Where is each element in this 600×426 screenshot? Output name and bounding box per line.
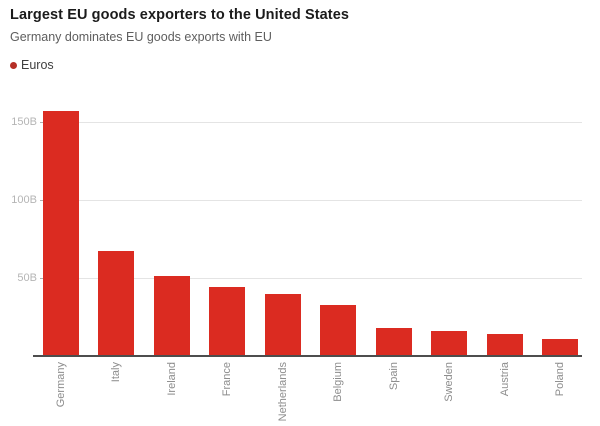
- bar-belgium[interactable]: [320, 304, 357, 356]
- gridline-150B: [40, 122, 582, 123]
- bar-austria[interactable]: [486, 334, 523, 356]
- y-axis-tick-label: 100B: [11, 194, 37, 206]
- legend-dot-icon: [10, 61, 17, 69]
- x-axis-label-poland: Poland: [554, 362, 566, 397]
- chart-title: Largest EU goods exporters to the United…: [10, 7, 350, 23]
- x-axis-label-germany: Germany: [55, 362, 67, 408]
- bar-france[interactable]: [209, 287, 246, 356]
- bar-ireland[interactable]: [153, 276, 190, 356]
- x-axis-label-spain: Spain: [387, 362, 400, 391]
- x-axis-label-belgium: Belgium: [332, 362, 345, 402]
- y-axis-tick-label: 150B: [11, 116, 37, 128]
- bar-italy[interactable]: [98, 251, 135, 356]
- x-axis-line: [33, 355, 582, 357]
- gridline-50B: [40, 278, 582, 279]
- x-axis-label-sweden: Sweden: [443, 362, 456, 402]
- x-axis-label-netherlands: Netherlands: [276, 362, 289, 422]
- bar-poland[interactable]: [542, 338, 578, 356]
- gridline-100B: [40, 200, 582, 201]
- bar-spain[interactable]: [375, 327, 412, 356]
- x-axis-label-ireland: Ireland: [165, 362, 178, 396]
- x-axis-label-austria: Austria: [498, 362, 511, 397]
- bar-sweden[interactable]: [431, 331, 468, 356]
- chart-subtitle: Germany dominates EU goods exports with …: [10, 30, 272, 44]
- bar-netherlands[interactable]: [264, 293, 301, 356]
- x-axis-label-france: France: [221, 362, 234, 397]
- x-axis-label-italy: Italy: [110, 362, 123, 383]
- legend: Euros: [10, 58, 54, 72]
- y-axis-tick-label: 50B: [17, 272, 37, 284]
- legend-label: Euros: [21, 58, 54, 72]
- bar-germany[interactable]: [43, 111, 79, 356]
